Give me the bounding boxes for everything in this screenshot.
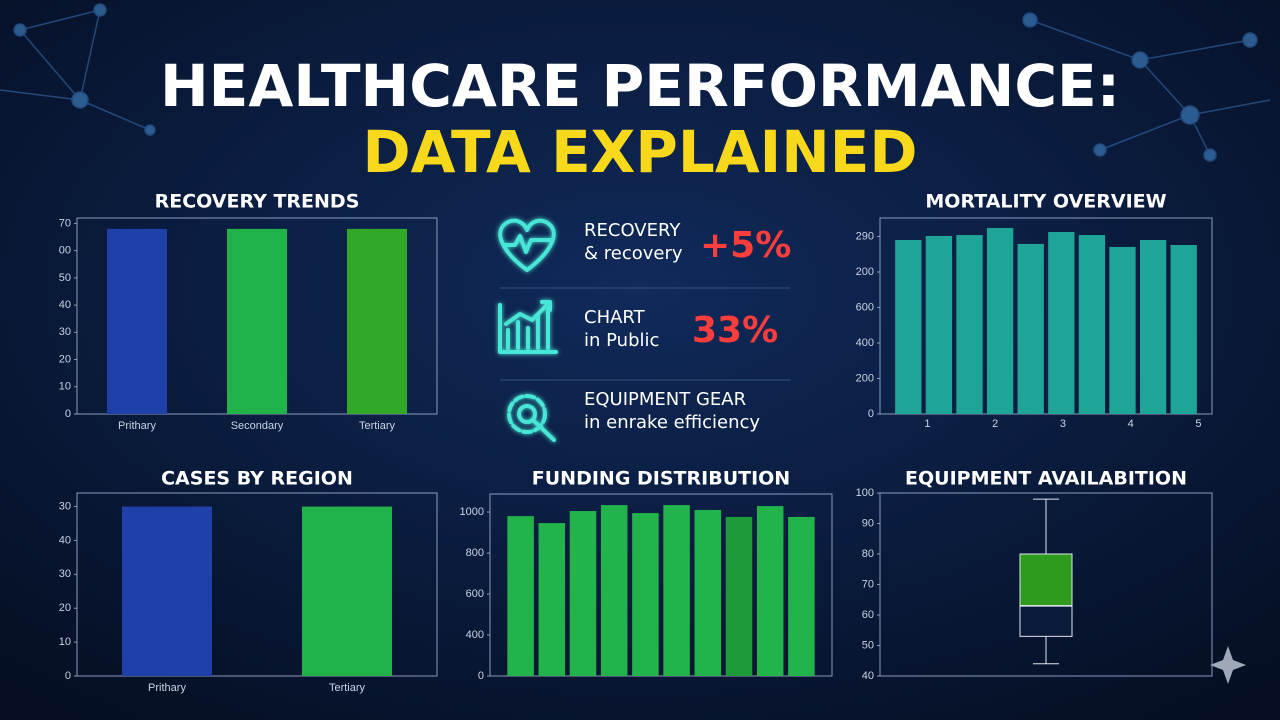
y-tick-label: 30 [59,500,71,512]
stat-label: RECOVERY [584,220,681,241]
y-tick-label: 600 [856,301,874,313]
stat-label: & recovery [584,243,683,264]
x-tick-label: 2 [992,418,998,430]
bar [600,505,628,676]
box-lower [1019,605,1073,637]
bar [302,506,392,676]
y-tick-label: 0 [65,408,71,420]
plot-frame [489,493,833,677]
pulse-icon [503,234,552,254]
bar [895,240,922,414]
bar [756,506,784,676]
bar [788,516,815,676]
stat-icons [498,218,558,442]
x-tick-label: Tertiary [329,682,366,694]
wrench-icon [531,418,556,442]
y-tick-label: 50 [862,639,874,651]
plot-frame [76,492,438,677]
x-tick-label: 1 [924,418,930,430]
y-tick-label: 200 [856,372,874,384]
y-tick-label: 30 [59,568,71,580]
box-upper [1019,553,1073,607]
panel-title: RECOVERY TRENDS [155,191,360,213]
y-tick-label: 100 [856,487,874,499]
y-tick-label: 20 [59,353,71,365]
y-tick-label: 290 [856,230,874,242]
y-tick-label: 60 [862,609,874,621]
sparkle [1210,646,1246,684]
stat-label: in Public [584,330,659,351]
plot-frame [879,217,1213,415]
y-tick-label: 0 [868,408,874,420]
y-tick-label: 400 [466,629,484,641]
heart-icon [498,218,556,272]
bar [632,513,659,676]
panel-title: CASES BY REGION [161,468,353,490]
y-tick-label: 800 [466,547,484,559]
stat-label: CHART [584,307,646,328]
stat-value: 33% [692,310,778,351]
x-tick-label: Secondary [231,420,284,432]
y-tick-label: 50 [59,272,71,284]
y-tick-label: 20 [59,602,71,614]
gear-hub [517,404,537,424]
y-tick-label: 0 [478,670,484,682]
stat-value: +5% [700,225,791,266]
bar [507,516,534,676]
bar [569,511,597,676]
y-tick-label: 600 [466,588,484,600]
y-tick-label: 10 [59,381,71,393]
bar [1017,243,1044,414]
y-tick-label: 00 [59,245,71,257]
bar [347,228,407,414]
y-tick-label: 1000 [460,506,484,518]
bar [663,505,690,676]
panel-title: FUNDING DISTRIBUTION [532,468,790,490]
bar [107,228,167,414]
bar [1048,232,1075,414]
y-tick-label: 70 [862,578,874,590]
panel-title: EQUIPMENT AVAILABITION [905,468,1187,490]
panel-title: MORTALITY OVERVIEW [925,191,1166,213]
bar [725,516,753,676]
bar [227,228,287,414]
bar [122,506,212,676]
y-tick-label: 30 [59,326,71,338]
stat-label: in enrake efficiency [584,412,760,433]
x-tick-label: Tertiary [359,420,396,432]
y-tick-label: 40 [862,670,874,682]
bar [956,235,983,414]
x-tick-label: 4 [1128,418,1134,430]
x-tick-label: 3 [1060,418,1066,430]
y-tick-label: 40 [59,299,71,311]
gear-icon [507,394,547,434]
bar [1170,244,1197,414]
bar [925,235,953,414]
bar [694,509,722,676]
y-tick-label: 400 [856,337,874,349]
y-tick-label: 10 [59,636,71,648]
y-tick-label: 200 [856,266,874,278]
bar [1078,235,1106,414]
stat-label: EQUIPMENT GEAR [584,389,746,410]
y-tick-label: 40 [59,534,71,546]
y-tick-label: 70 [59,217,71,229]
bar [538,523,566,676]
chart-icon [498,300,558,354]
bar [1109,246,1136,414]
bar [986,227,1014,414]
bar [1139,240,1167,414]
y-tick-label: 80 [862,548,874,560]
y-tick-label: 90 [862,517,874,529]
title: HEALTHCARE PERFORMANCE: [160,52,1120,120]
x-tick-label: 5 [1195,418,1201,430]
y-tick-label: 0 [65,670,71,682]
x-tick-label: Prithary [118,420,156,432]
network-decoration [0,3,1271,162]
x-tick-label: Prithary [148,682,186,694]
subtitle: DATA EXPLAINED [363,118,918,186]
